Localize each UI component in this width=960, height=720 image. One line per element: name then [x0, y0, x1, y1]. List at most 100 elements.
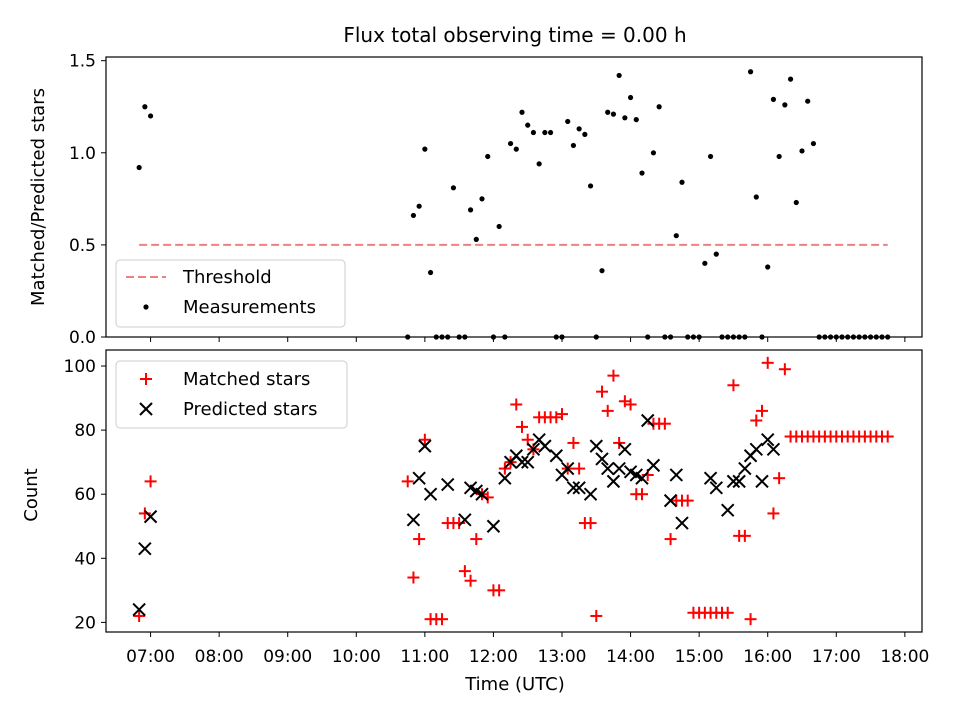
matched-star-point	[401, 475, 414, 488]
predicted-star-point	[583, 487, 598, 501]
measurement-point	[799, 148, 805, 154]
predicted-star-point	[132, 602, 146, 617]
matched-star-point	[881, 430, 894, 443]
count-y-tick-label: 100	[64, 357, 96, 377]
matched-star-point	[516, 420, 528, 433]
measurement-point	[547, 129, 554, 136]
measurement-point	[147, 113, 154, 119]
predicted-star-point	[498, 471, 512, 485]
matched-star-point	[727, 379, 740, 392]
matched-star-point	[744, 613, 757, 626]
predicted-star-point	[749, 442, 763, 457]
measurement-point	[656, 104, 662, 110]
measurement-point	[519, 109, 525, 115]
predicted-star-point	[486, 519, 501, 533]
measurement-point	[622, 115, 628, 121]
predicted-star-point	[669, 468, 683, 482]
predicted-star-point	[606, 474, 621, 489]
predicted-star-point	[675, 516, 689, 530]
measurement-point	[416, 203, 422, 209]
predicted-star-point	[526, 442, 541, 457]
count-y-axis-label: Count	[21, 468, 42, 521]
measurement-point	[673, 233, 679, 239]
measurement-point	[805, 98, 811, 104]
matched-star-point	[607, 369, 620, 382]
predicted-star-point	[589, 439, 603, 453]
predicted-star-point	[646, 458, 661, 473]
predicted-star-point	[726, 474, 741, 489]
matched-star-point	[613, 436, 626, 449]
matched-star-point	[596, 385, 608, 398]
predicted-star-point	[721, 503, 735, 517]
predicted-star-point	[709, 481, 723, 495]
predicted-star-point	[406, 513, 421, 527]
predicted-star-point	[755, 474, 769, 489]
matched-star-point	[436, 613, 448, 626]
matched-star-point	[498, 462, 511, 475]
predicted-star-point	[766, 442, 781, 457]
count-x-tick-label: 10:00	[332, 647, 381, 667]
matched-star-point	[407, 571, 420, 584]
measurement-point	[810, 140, 817, 147]
matched-star-point	[590, 609, 603, 622]
measurement-point	[507, 140, 514, 147]
measurement-point	[605, 109, 611, 115]
matched-star-point	[567, 436, 580, 449]
matched-star-point	[624, 398, 637, 411]
predicted-star-point	[143, 509, 158, 524]
matched-star-point	[738, 529, 751, 542]
measurement-point	[639, 170, 645, 176]
matched-star-point	[470, 533, 483, 546]
count-x-tick-label: 16:00	[743, 647, 792, 667]
ratio-y-tick-label: 0.0	[69, 328, 96, 348]
matched-star-point	[750, 414, 763, 427]
predicted-star-point	[521, 455, 535, 469]
measurement-point	[427, 269, 434, 276]
predicted-star-point	[595, 452, 609, 466]
predicted-star-point	[138, 541, 152, 556]
count-x-tick-label: 09:00	[263, 647, 312, 667]
predicted-star-point	[423, 487, 438, 501]
predicted-star-point	[641, 413, 655, 428]
predicted-star-point	[761, 433, 775, 447]
measurement-point	[776, 153, 782, 160]
measurement-point	[765, 264, 771, 270]
predicted-star-point	[732, 474, 746, 489]
measurement-point	[570, 142, 577, 149]
ratio-panel: 0.0 0.5 1.0 1.5 Matched/Predicted stars Thr…	[28, 52, 923, 348]
measurement-point	[679, 179, 685, 185]
predicted-star-point	[458, 513, 472, 527]
matched-star-point	[761, 356, 774, 369]
count-panel: 20 40 60 80 100 07:00 08:00 09:00 10:00 11:00 12:…	[21, 349, 929, 695]
matched-star-point	[493, 584, 506, 597]
threshold-legend-label: Threshold	[182, 267, 272, 288]
count-x-tick-label: 08:00	[195, 647, 244, 667]
ratio-y-tick-label: 1.0	[69, 144, 96, 164]
measurement-point	[485, 153, 491, 160]
predicted-stars-legend-label: Predicted stars	[183, 399, 317, 420]
matched-star-point	[778, 363, 791, 376]
measurement-point	[753, 194, 759, 200]
matched-star-point	[573, 462, 586, 475]
measurement-point	[410, 212, 417, 219]
measurement-point	[633, 117, 639, 123]
ratio-y-tick-label: 1.5	[69, 52, 96, 72]
predicted-star-point	[475, 487, 489, 501]
matched-star-point	[756, 404, 768, 417]
predicted-star-point	[703, 471, 718, 485]
measurement-point	[542, 129, 548, 136]
count-legend: Matched stars Predicted stars	[115, 360, 348, 429]
measurement-point	[782, 102, 788, 108]
measurement-point	[747, 69, 754, 75]
matched-star-point	[664, 533, 677, 546]
matched-star-point	[556, 408, 568, 421]
matched-stars-legend-label: Matched stars	[183, 369, 310, 390]
measurement-point	[422, 146, 428, 152]
predicted-star-point	[549, 449, 563, 463]
measurement-point	[467, 207, 474, 213]
predicted-star-point	[612, 461, 626, 476]
matched-star-point	[773, 472, 786, 485]
count-axes-frame	[105, 349, 923, 633]
measurement-point	[525, 122, 531, 128]
measurement-point	[530, 129, 537, 136]
